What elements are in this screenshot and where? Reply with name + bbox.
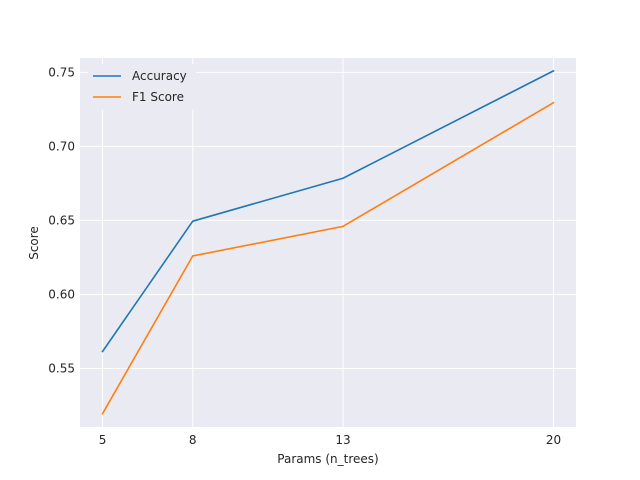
y-tick-label: 0.60 bbox=[48, 287, 75, 301]
series-lines bbox=[101, 69, 555, 415]
x-tick-label: 13 bbox=[335, 433, 350, 447]
y-tick-label: 0.70 bbox=[48, 139, 75, 153]
y-tick-label: 0.65 bbox=[48, 213, 75, 227]
y-tick-label: 0.75 bbox=[48, 65, 75, 79]
legend-label-f1-score: F1 Score bbox=[132, 90, 184, 104]
x-axis-label: Params (n_trees) bbox=[277, 452, 378, 466]
legend-background bbox=[88, 64, 196, 110]
grid-lines bbox=[80, 58, 576, 427]
plot-area-background bbox=[80, 58, 576, 427]
x-tick-label: 8 bbox=[189, 433, 197, 447]
series-line-f1-score bbox=[101, 101, 555, 415]
y-axis-label: Score bbox=[27, 226, 41, 260]
y-axis-ticks: 0.55 0.60 0.65 0.70 0.75 bbox=[48, 65, 75, 375]
x-axis-ticks: 5 8 13 20 bbox=[99, 433, 561, 447]
legend: Accuracy F1 Score bbox=[88, 64, 196, 110]
x-tick-label: 20 bbox=[546, 433, 561, 447]
legend-label-accuracy: Accuracy bbox=[132, 69, 187, 83]
series-line-accuracy bbox=[101, 69, 555, 353]
y-tick-label: 0.55 bbox=[48, 362, 75, 376]
x-tick-label: 5 bbox=[99, 433, 107, 447]
